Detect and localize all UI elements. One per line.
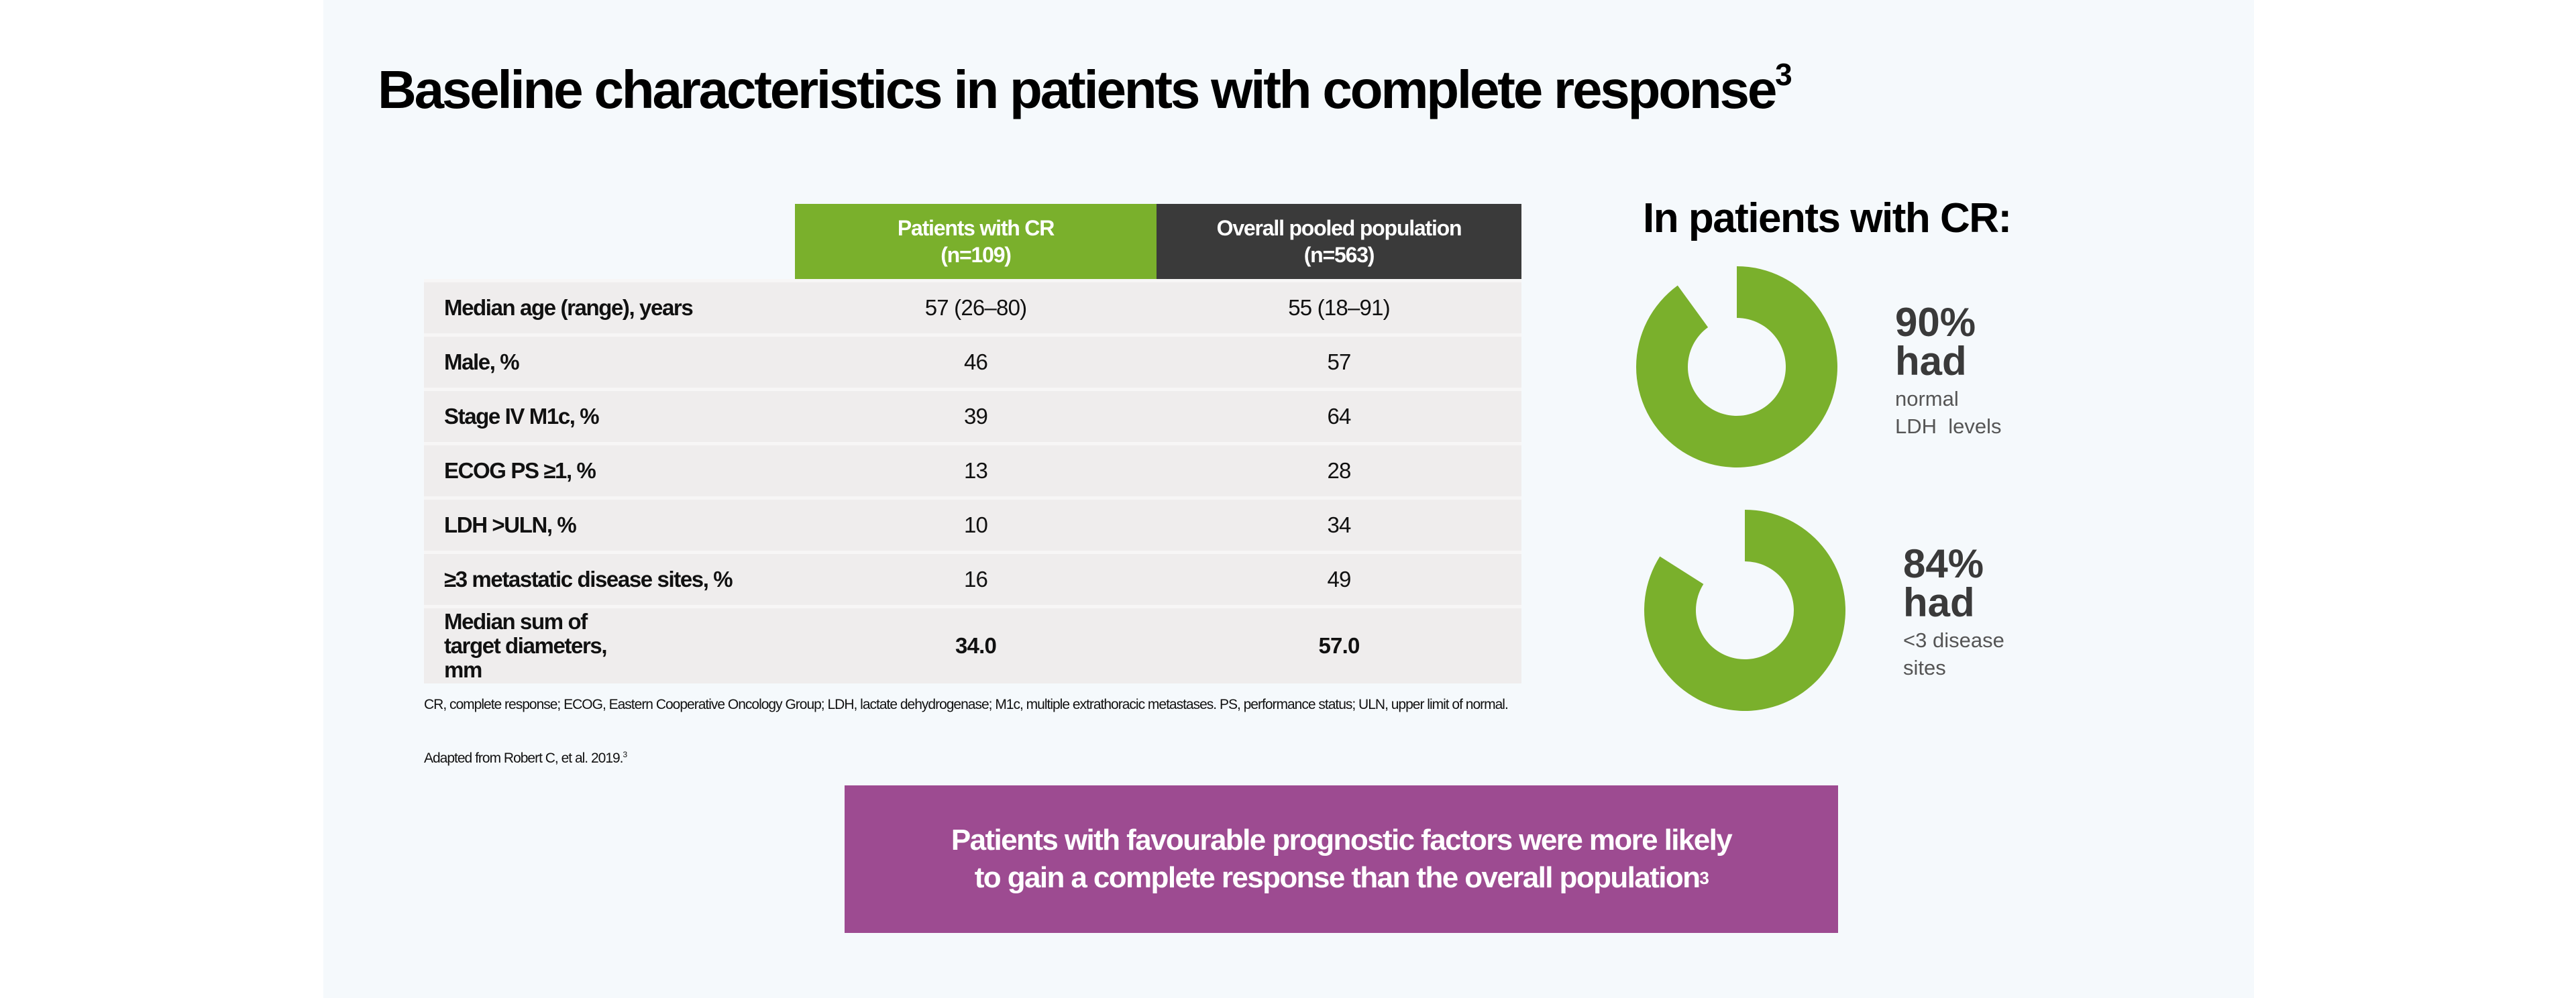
row-label: ≥3 metastatic disease sites, % [424, 551, 795, 607]
cell-cr: 13 [795, 442, 1157, 498]
stat-ldh: 90% had normal LDH levels [1895, 300, 2002, 440]
table-row: Median sum of target diameters, mm 34.0 57… [424, 605, 1521, 683]
title-text: Baseline characteristics in patients wit… [378, 60, 1777, 119]
row-label: ECOG PS ≥1, % [424, 442, 795, 498]
table-header-row: Patients with CR (n=109) Overall pooled p… [424, 204, 1521, 281]
cell-pooled: 55 (18–91) [1157, 279, 1521, 335]
title-reference: 3 [1775, 57, 1792, 92]
cell-pooled: 64 [1157, 388, 1521, 444]
header-n: (n=109) [941, 243, 1012, 267]
footnote-abbreviations: CR, complete response; ECOG, Eastern Coo… [424, 697, 1509, 712]
cell-cr: 10 [795, 496, 1157, 553]
stat-desc-line-2: sites [1903, 656, 1946, 679]
stat-disease-sites: 84% had <3 disease sites [1903, 541, 2004, 681]
source-citation: Adapted from Robert C, et al. 2019.3 [424, 750, 627, 767]
stat-had: had [1903, 580, 1975, 625]
stat-had: had [1895, 339, 1967, 384]
table-row: Stage IV M1c, % 39 64 [424, 388, 1521, 444]
header-label: Patients with CR [897, 216, 1055, 240]
cell-pooled: 28 [1157, 442, 1521, 498]
stat-desc-line-2: LDH levels [1895, 414, 2002, 438]
row-label: Median sum of target diameters, mm [424, 605, 795, 683]
stat-desc-line-1: <3 disease [1903, 628, 2004, 652]
callout-line-1: Patients with favourable prognostic fact… [951, 824, 1733, 856]
callout-reference: 3 [1699, 868, 1709, 888]
table-row: ≥3 metastatic disease sites, % 16 49 [424, 551, 1521, 607]
donut-chart-disease-sites [1644, 510, 1845, 711]
donut-arc-ldh [1636, 266, 1837, 467]
cell-pooled: 49 [1157, 551, 1521, 607]
header-patients-with-cr: Patients with CR (n=109) [795, 204, 1157, 281]
table-row: Male, % 46 57 [424, 333, 1521, 390]
header-label: Overall pooled population [1216, 216, 1462, 240]
donut-arc-disease-sites [1644, 510, 1845, 711]
header-overall-pooled: Overall pooled population (n=563) [1157, 204, 1521, 281]
key-message-callout: Patients with favourable prognostic fact… [845, 785, 1838, 933]
page-title: Baseline characteristics in patients wit… [378, 57, 1792, 121]
donut-chart-ldh [1636, 266, 1837, 467]
cell-cr: 39 [795, 388, 1157, 444]
cell-cr: 57 (26–80) [795, 279, 1157, 335]
stat-percent: 90% [1895, 300, 1976, 345]
baseline-characteristics-table: Patients with CR (n=109) Overall pooled p… [424, 204, 1521, 683]
row-label: Median age (range), years [424, 279, 795, 335]
cell-pooled: 57.0 [1157, 605, 1521, 683]
stat-desc-line-1: normal [1895, 387, 1959, 410]
cell-cr: 34.0 [795, 605, 1157, 683]
table-row: ECOG PS ≥1, % 13 28 [424, 442, 1521, 498]
header-n: (n=563) [1303, 243, 1375, 267]
header-empty [424, 204, 795, 281]
table-row: Median age (range), years 57 (26–80) 55 (1… [424, 279, 1521, 335]
stat-percent: 84% [1903, 541, 1984, 586]
citation-reference: 3 [623, 750, 628, 759]
row-label: Male, % [424, 333, 795, 390]
cell-cr: 46 [795, 333, 1157, 390]
row-label: Stage IV M1c, % [424, 388, 795, 444]
cr-section-heading: In patients with CR: [1643, 195, 2012, 241]
callout-line-2: to gain a complete response than the ove… [974, 861, 1701, 894]
cell-pooled: 34 [1157, 496, 1521, 553]
cell-cr: 16 [795, 551, 1157, 607]
table-row: LDH >ULN, % 10 34 [424, 496, 1521, 553]
cell-pooled: 57 [1157, 333, 1521, 390]
citation-text: Adapted from Robert C, et al. 2019. [424, 751, 624, 766]
row-label: LDH >ULN, % [424, 496, 795, 553]
